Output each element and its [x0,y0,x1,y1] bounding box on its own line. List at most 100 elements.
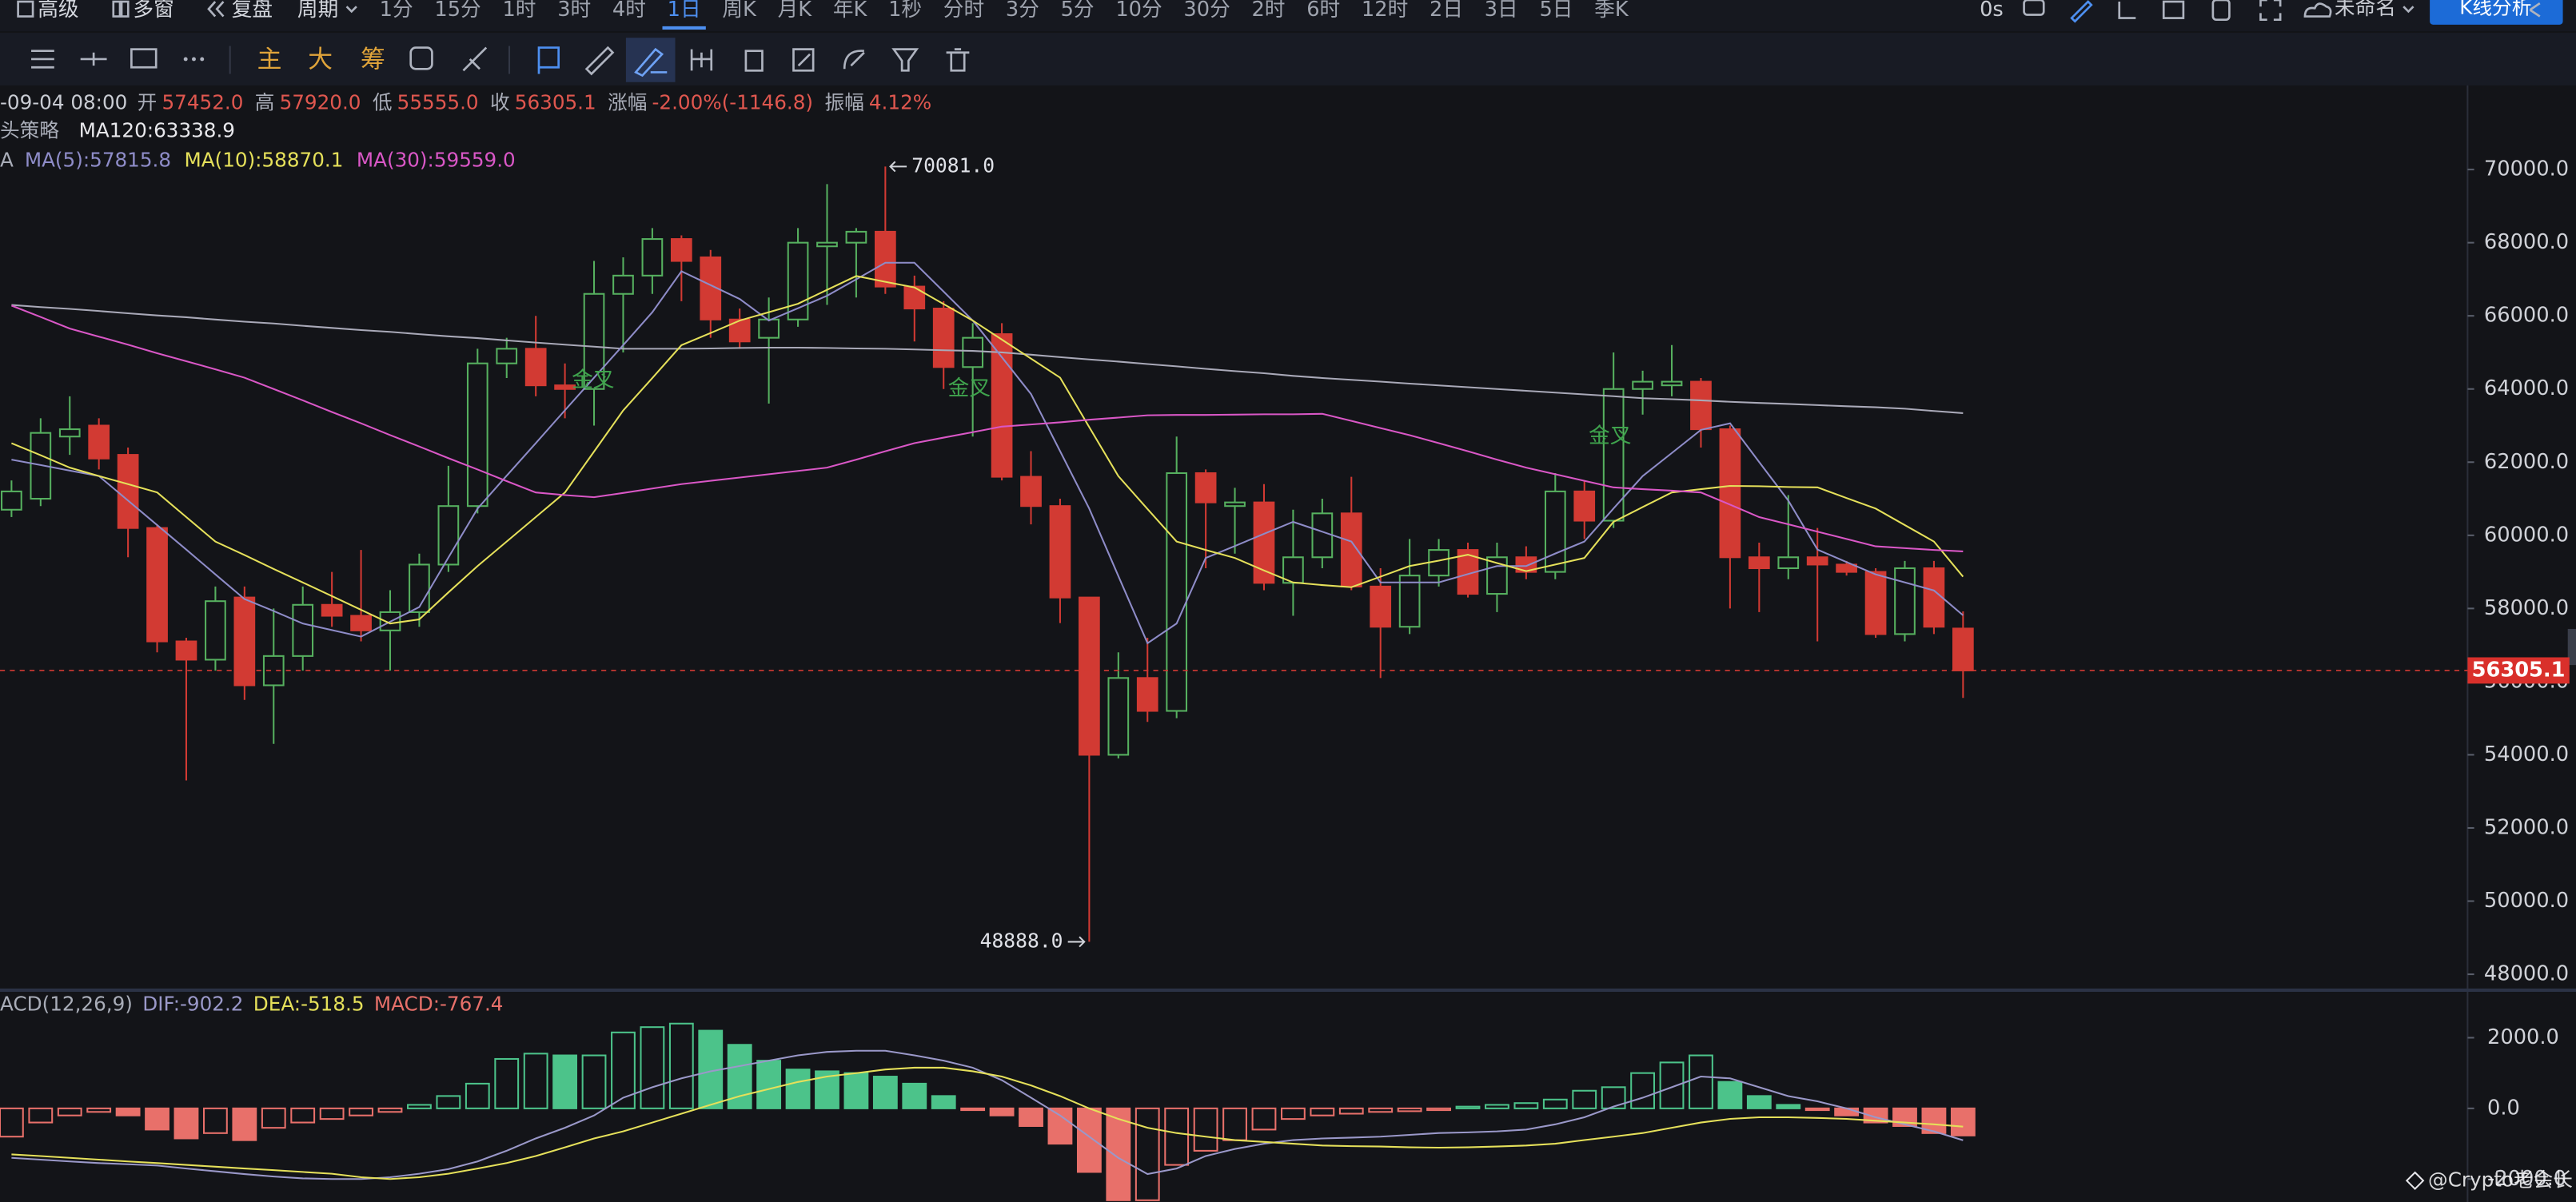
period-option[interactable]: 12时 [1362,0,1408,22]
analysis-button-bg[interactable] [2430,0,2563,25]
candle-body [409,563,430,613]
y-tick-label: 66000.0 [2484,304,2569,328]
tool-icon[interactable] [409,46,433,70]
macd-bar [377,1107,403,1113]
period-option[interactable]: 季K [1594,0,1629,22]
candle-body [1544,490,1566,573]
caret[interactable] [2403,6,2415,14]
period-option[interactable]: 3日 [1485,0,1518,22]
tool-icon[interactable] [2118,2,2136,19]
camera-icon[interactable] [2023,0,2045,16]
period-option[interactable]: 30分 [1183,0,1230,22]
macd-bar [1689,1054,1713,1109]
info-value: -2.00%(-1146.8) [652,90,814,113]
tool-icon[interactable] [183,57,188,62]
menu-item: 复盘 [232,0,273,22]
legend-entry: MA(30):59559.0 [357,148,516,171]
pen-icon[interactable] [2070,0,2093,23]
tool-icon[interactable] [80,52,107,66]
last-price-tag [2467,657,2570,684]
macd-bar [1601,1086,1626,1109]
menu-item: 多窗 [133,0,173,22]
tool-icon[interactable] [537,46,560,74]
main-tool[interactable]: 大 [308,46,333,74]
period-option[interactable]: 5分 [1061,0,1095,22]
period-option[interactable]: 周K [722,0,757,22]
tool-icon[interactable] [634,47,668,78]
tool-icon[interactable] [792,48,815,72]
candle-body [612,274,634,295]
macd-bar [1368,1107,1394,1113]
period-option[interactable]: 2时 [1251,0,1285,22]
scroll-handle[interactable] [2567,628,2576,666]
macd-bar [1193,1107,1218,1152]
tool-icon[interactable] [130,48,158,69]
tool-icon[interactable] [462,46,488,72]
tool-icon[interactable] [200,57,205,62]
macd-bar [1455,1105,1481,1109]
caret[interactable] [345,6,357,14]
macd-bar [989,1107,1015,1116]
macd-bar [1804,1107,1830,1112]
tool-icon[interactable] [192,57,196,62]
signal-label: 金叉 [948,376,991,400]
macd-line [11,1066,1964,1180]
period-option[interactable]: 3分 [1006,0,1039,22]
period-option[interactable]: 6时 [1306,0,1340,22]
tool-icon[interactable] [2162,0,2185,19]
macd-bar [668,1022,694,1109]
macd-bar [0,1107,24,1138]
tool-icon[interactable] [744,50,764,72]
macd-bar [960,1107,986,1112]
candle-body [583,293,605,390]
period-option[interactable]: 4时 [612,0,646,22]
period-option[interactable]: 1时 [502,0,536,22]
info-label: 振幅 [824,90,863,113]
y-tick-label: 70000.0 [2484,157,2569,181]
tool-icon[interactable] [31,50,54,69]
period-option[interactable]: 5日 [1539,0,1573,22]
macd-bar [785,1069,811,1109]
tool-icon[interactable] [2211,0,2231,21]
share-icon[interactable] [2529,2,2541,18]
tool-icon[interactable] [690,49,713,71]
tool-icon[interactable] [946,48,970,72]
period-option[interactable]: 2日 [1430,0,1463,22]
period-option[interactable]: 月K [778,0,813,22]
tool-icon[interactable] [891,48,919,72]
layout-name: 未命名 [2335,0,2396,20]
menu-icon[interactable] [120,0,130,18]
macd-legend-entry: MACD:-767.4 [374,992,504,1015]
active-tool-bg[interactable] [625,38,676,82]
watermark-icon [2405,1171,2425,1191]
menu-icon[interactable] [112,0,122,18]
menu-icon[interactable] [17,0,34,18]
period-option[interactable]: 10分 [1115,0,1162,22]
macd-bar [1164,1107,1190,1166]
macd-bar [202,1107,228,1134]
main-tool[interactable]: 主 [257,46,282,74]
candle-body [437,505,460,566]
period-option[interactable]: 1分 [380,0,413,22]
period-option[interactable]: 15分 [434,0,481,22]
watermark: @Crypto老会长 [2428,1168,2573,1191]
tool-icon[interactable] [584,46,615,76]
period-option[interactable]: 分时 [943,0,984,22]
menu-icon[interactable] [207,1,225,18]
macd-bar [319,1107,345,1120]
period-option[interactable]: 3时 [557,0,591,22]
y-tick-label: -2000.0 [2487,1167,2566,1191]
candle-body [146,527,168,643]
macd-bar [1630,1072,1656,1109]
main-tool[interactable]: 筹 [361,46,385,74]
tool-icon[interactable] [843,50,865,70]
period-option[interactable]: 年K [833,0,868,22]
cloud-icon[interactable] [2303,2,2332,18]
period-option[interactable]: 1日 [668,0,701,22]
macd-bar [1834,1107,1860,1116]
period-option[interactable]: 1秒 [888,0,922,22]
analysis-button[interactable]: K线分析 [2459,0,2531,18]
y-tick-label: 0.0 [2487,1096,2520,1120]
macd-bar [1134,1107,1160,1201]
